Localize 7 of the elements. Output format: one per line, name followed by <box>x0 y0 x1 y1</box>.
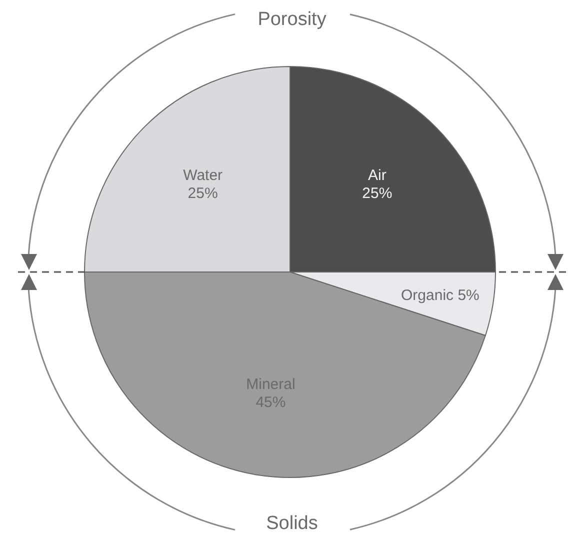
slice-label: Air <box>368 166 386 184</box>
data-label: 25% <box>362 184 392 202</box>
text: Solids <box>266 513 318 534</box>
text: Porosity <box>258 9 327 30</box>
slice-label: Organic 5% <box>401 286 480 304</box>
data-label: 25% <box>188 184 218 202</box>
slice-label: Water <box>183 166 223 184</box>
